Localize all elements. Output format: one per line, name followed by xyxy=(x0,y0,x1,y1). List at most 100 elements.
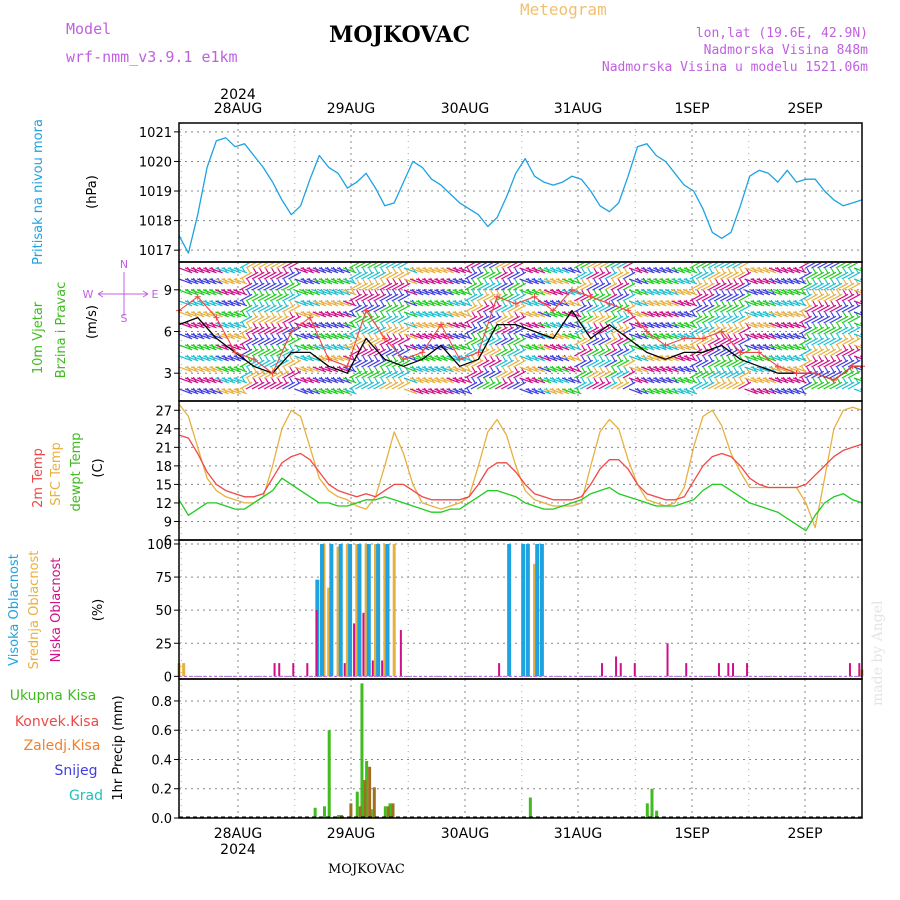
wind-barb xyxy=(476,263,488,269)
wind-barb-flag xyxy=(836,278,841,285)
wind-barb-flag xyxy=(490,278,495,285)
wind-barb-flag xyxy=(623,311,628,318)
wind-barb xyxy=(288,263,299,269)
wind-barb-flag xyxy=(824,344,829,351)
wind-barb-flag xyxy=(709,377,714,384)
panel-frame-cloud xyxy=(178,539,863,680)
wind-barb-flag xyxy=(824,267,829,274)
wind-barb-flag xyxy=(818,344,823,351)
wind-barb-flag xyxy=(861,300,862,301)
wind-barb-flag xyxy=(368,289,373,296)
wind-barb-flag xyxy=(702,355,707,362)
wind-barb-flag xyxy=(812,267,817,274)
wind-barb-flag xyxy=(508,355,513,362)
wind-barb-flag xyxy=(374,300,379,307)
wind-gust-point xyxy=(699,335,706,342)
cloud-bar-high xyxy=(348,543,353,677)
wind-barb-flag xyxy=(739,344,744,351)
wind-barb-flag xyxy=(386,267,391,274)
wind-barb xyxy=(835,263,847,269)
wind-gust-point xyxy=(531,293,538,300)
wind-barb-flag xyxy=(702,300,707,307)
wind-barb-flag xyxy=(824,300,829,307)
wind-barb xyxy=(269,263,281,269)
cloud-bar-high xyxy=(357,543,362,677)
wind-barb-flag xyxy=(617,377,622,384)
wind-barb-flag xyxy=(374,344,379,351)
panel-frame-temperature xyxy=(178,400,863,541)
precip-legend-1: Konvek.Kisa xyxy=(15,714,99,730)
precip-total-bar xyxy=(360,683,364,818)
wind-barb-flag xyxy=(842,300,847,307)
wind-barb-flag xyxy=(842,267,847,274)
bottom-year-label: 2024 xyxy=(220,842,256,858)
wind-barb-flag xyxy=(800,376,806,383)
wind-barb-flag xyxy=(477,377,482,384)
precip-legend-2: Zaledj.Kisa xyxy=(24,738,101,754)
sfc-temp-title: SFC Temp xyxy=(49,442,64,506)
precip-legend-0: Ukupna Kisa xyxy=(10,688,97,704)
wind-barb-flag xyxy=(575,332,581,339)
wind-barb-flag xyxy=(271,267,276,274)
cloud-bar-low xyxy=(848,663,851,677)
wind-barb xyxy=(707,263,719,269)
wind-barb-flag xyxy=(691,288,696,295)
mid-cloud-title: Srednja Oblacnost xyxy=(27,551,42,670)
cloud-bar-high xyxy=(507,543,512,677)
ytick-label: 100 xyxy=(147,538,172,553)
wind-barb-flag xyxy=(502,267,507,274)
wind-barb-flag xyxy=(581,333,586,340)
wind-barb-flag xyxy=(868,289,871,294)
wind-barb-flag xyxy=(861,267,862,268)
wind-barb-flag xyxy=(739,333,744,340)
wind-gust-point xyxy=(643,328,650,335)
wind-barb-flag xyxy=(715,311,720,318)
wind-barbs xyxy=(179,263,871,395)
wind-barb xyxy=(853,377,862,382)
wind-barb xyxy=(726,263,737,269)
wind-barb-flag xyxy=(496,278,501,285)
wind-barb-flag xyxy=(289,366,294,373)
wind-barb-flag xyxy=(868,333,871,338)
wind-barb-flag xyxy=(490,289,495,296)
wind-barb-flag xyxy=(806,311,811,318)
wind-barb-flag xyxy=(289,289,294,296)
wind-gust-point xyxy=(568,286,575,293)
cloud-bar-mid xyxy=(355,543,359,677)
wind-barb xyxy=(853,355,862,360)
wind-barb-flag xyxy=(356,322,361,329)
precip-total-bar xyxy=(645,803,649,818)
wind-barb-flag xyxy=(466,299,471,306)
wind-barb-flag xyxy=(848,267,853,274)
wind-barb-flag xyxy=(868,311,871,316)
wind-barb-flag xyxy=(246,311,251,318)
top-day-label-29aug: 29AUG xyxy=(327,101,376,117)
cloud-bar-high xyxy=(376,543,381,677)
wind-barb-flag xyxy=(587,355,592,362)
wind-barb xyxy=(853,300,862,305)
wind-barb-flag xyxy=(709,311,714,318)
wind-barb-flag xyxy=(605,355,610,362)
wind-barb-flag xyxy=(246,333,251,340)
wind-barb-flag xyxy=(392,366,397,373)
ytick-label: 0 xyxy=(164,670,172,685)
wind-barb-flag xyxy=(806,366,811,373)
wind-barb xyxy=(610,263,622,269)
wind-barb-flag xyxy=(806,289,811,296)
cloud-bar-high xyxy=(366,543,371,677)
wind-barb xyxy=(823,263,835,269)
precip-total-bar xyxy=(528,797,532,818)
wind-barb-flag xyxy=(484,366,489,373)
wind-barb xyxy=(282,263,293,269)
wind-gust-point xyxy=(250,356,257,363)
wind-barb-flag xyxy=(392,377,397,384)
wind-barb-flag xyxy=(691,343,696,350)
wind-barb-flag xyxy=(623,355,628,362)
compass-w: W xyxy=(83,288,94,301)
wind-barb-flag xyxy=(502,289,507,296)
wind-barb-flag xyxy=(599,377,604,384)
wind-gust-point xyxy=(849,363,856,370)
wind-barb-flag xyxy=(471,344,476,351)
wind-barb-flag xyxy=(836,300,841,307)
cloud-bar-mid xyxy=(364,543,368,677)
